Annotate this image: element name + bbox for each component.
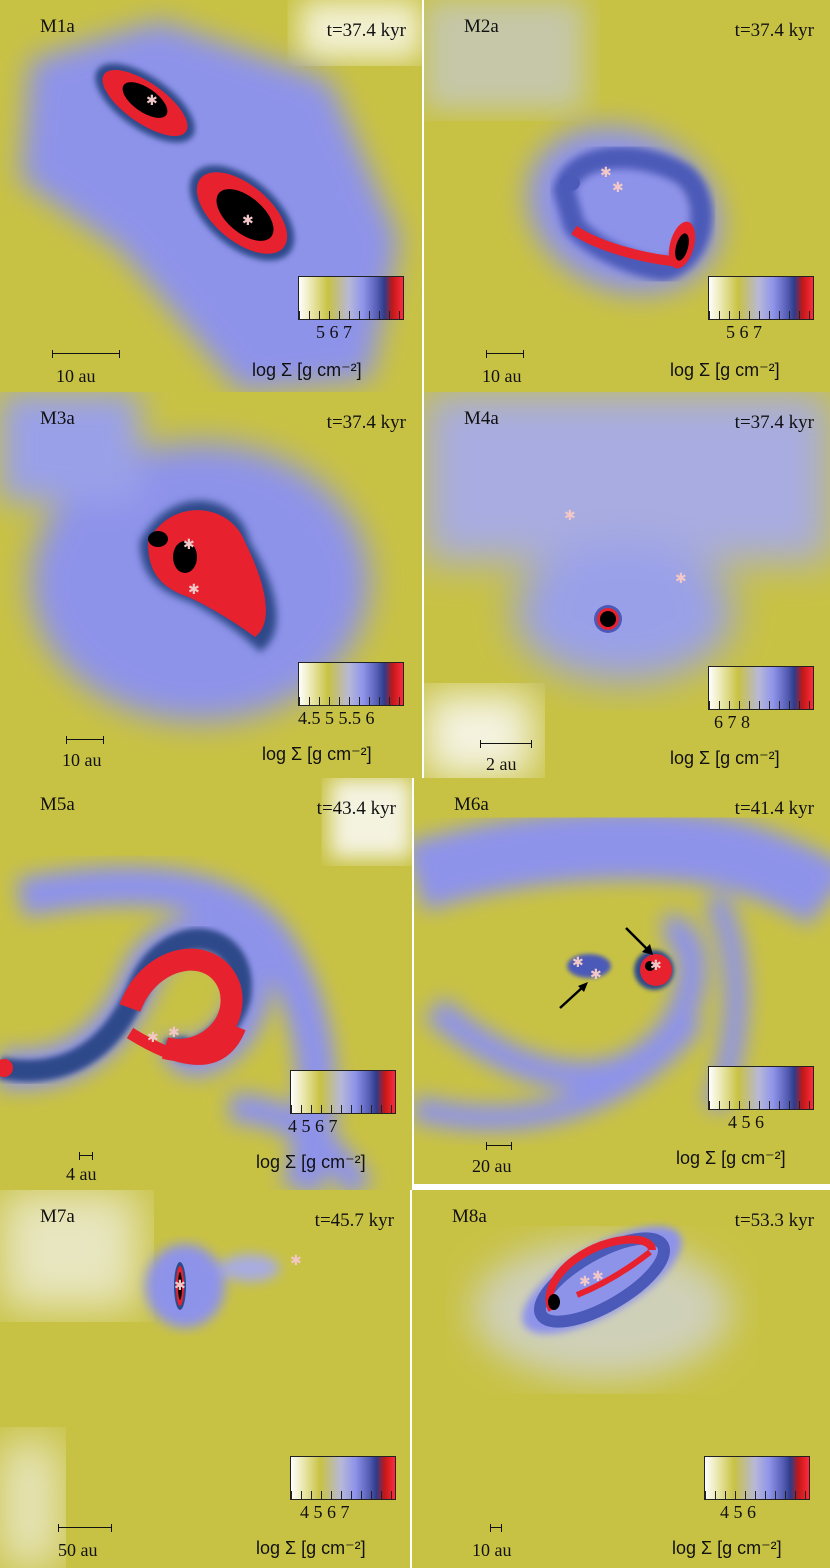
- star-icon: ✱: [183, 537, 195, 553]
- density-map: [0, 778, 412, 1190]
- scale-bar: [58, 1524, 112, 1532]
- scale-bar: [490, 1524, 502, 1532]
- star-icon: ✱: [675, 571, 687, 587]
- density-map: [0, 392, 422, 778]
- scale-label: 10 au: [472, 1540, 512, 1560]
- star-icon: ✱: [612, 180, 624, 196]
- colorbar-ticks: 4 5 6: [720, 1502, 756, 1522]
- star-icon: ✱: [650, 958, 662, 974]
- colorbar-ticks: 4.5 5 5.5 6: [298, 708, 375, 728]
- scale-label: 2 au: [486, 754, 517, 774]
- colorbar-title: log Σ [g cm⁻²]: [670, 748, 780, 768]
- panel-time: t=37.4 kyr: [734, 20, 814, 41]
- star-icon: ✱: [579, 1274, 591, 1290]
- panel-title: M6a: [454, 794, 489, 815]
- arrow-icon: [559, 982, 588, 1009]
- star-icon: ✱: [564, 508, 576, 524]
- scale-label: 20 au: [472, 1156, 512, 1176]
- panel-title: M1a: [40, 16, 75, 37]
- scale-bar: [66, 736, 104, 744]
- density-map: [0, 0, 422, 392]
- colorbar: [708, 666, 814, 710]
- star-icon: ✱: [600, 165, 612, 181]
- colorbar: [298, 276, 404, 320]
- density-map: [414, 778, 830, 1184]
- density-map: [412, 1190, 830, 1568]
- star-icon: ✱: [188, 582, 200, 598]
- colorbar: [290, 1456, 396, 1500]
- panel-m2a: ✱ ✱ M2a t=37.4 kyr 5 6 7 log Σ [g cm⁻²] …: [424, 0, 830, 392]
- panel-m6a: ✱ ✱ ✱ M6a t=41.4 kyr 4 5 6 log Σ [g cm⁻²…: [414, 778, 830, 1184]
- star-icon: ✱: [146, 93, 158, 109]
- colorbar: [708, 1066, 814, 1110]
- colorbar-title: log Σ [g cm⁻²]: [672, 1538, 782, 1558]
- colorbar-title: log Σ [g cm⁻²]: [676, 1148, 786, 1168]
- panel-m3a: ✱ ✱ M3a t=37.4 kyr 4.5 5 5.5 6 log Σ [g …: [0, 392, 422, 778]
- panel-time: t=45.7 kyr: [314, 1210, 394, 1231]
- panel-title: M2a: [464, 16, 499, 37]
- panel-title: M4a: [464, 408, 499, 429]
- scale-label: 50 au: [58, 1540, 98, 1560]
- scale-label: 4 au: [66, 1164, 97, 1184]
- colorbar-ticks: 4 5 6: [728, 1112, 764, 1132]
- colorbar-title: log Σ [g cm⁻²]: [256, 1152, 366, 1172]
- density-map: [424, 0, 830, 392]
- panel-time: t=37.4 kyr: [326, 412, 406, 433]
- scale-bar: [486, 350, 524, 358]
- scale-label: 10 au: [482, 366, 522, 386]
- density-map: [0, 1190, 410, 1568]
- arrow-icon: [625, 927, 653, 955]
- colorbar-title: log Σ [g cm⁻²]: [670, 360, 780, 380]
- star-icon: ✱: [174, 1278, 186, 1294]
- star-icon: ✱: [592, 1269, 604, 1285]
- panel-time: t=41.4 kyr: [734, 798, 814, 819]
- panel-title: M8a: [452, 1206, 487, 1227]
- panel-title: M5a: [40, 794, 75, 815]
- colorbar-ticks: 6 7 8: [714, 712, 750, 732]
- colorbar-title: log Σ [g cm⁻²]: [262, 744, 372, 764]
- star-icon: ✱: [168, 1025, 180, 1041]
- colorbar-title: log Σ [g cm⁻²]: [252, 360, 362, 380]
- scale-label: 10 au: [56, 366, 96, 386]
- scale-bar: [79, 1152, 93, 1160]
- star-icon: ✱: [242, 213, 254, 229]
- panel-m1a: ✱ ✱ M1a t=37.4 kyr 5 6 7 log Σ [g cm⁻²] …: [0, 0, 422, 392]
- panel-m4a: ✱ ✱ M4a t=37.4 kyr 6 7 8 log Σ [g cm⁻²] …: [424, 392, 830, 778]
- panel-title: M3a: [40, 408, 75, 429]
- density-map: [424, 392, 830, 778]
- star-icon: ✱: [572, 955, 584, 971]
- colorbar: [708, 276, 814, 320]
- scale-bar: [480, 740, 532, 748]
- panel-time: t=37.4 kyr: [326, 20, 406, 41]
- colorbar-title: log Σ [g cm⁻²]: [256, 1538, 366, 1558]
- star-icon: ✱: [147, 1030, 159, 1046]
- star-icon: ✱: [590, 967, 602, 983]
- colorbar-ticks: 4 5 6 7: [288, 1116, 338, 1136]
- panel-m8a: ✱ ✱ M8a t=53.3 kyr 4 5 6 log Σ [g cm⁻²] …: [412, 1190, 830, 1568]
- colorbar-ticks: 4 5 6 7: [300, 1502, 350, 1522]
- panel-time: t=53.3 kyr: [734, 1210, 814, 1231]
- scale-bar: [486, 1142, 512, 1150]
- colorbar: [704, 1456, 810, 1500]
- colorbar-ticks: 5 6 7: [316, 322, 352, 342]
- colorbar-ticks: 5 6 7: [726, 322, 762, 342]
- colorbar: [290, 1070, 396, 1114]
- panel-title: M7a: [40, 1206, 75, 1227]
- scale-bar: [52, 350, 120, 358]
- panel-m5a: ✱ ✱ M5a t=43.4 kyr 4 5 6 7 log Σ [g cm⁻²…: [0, 778, 412, 1190]
- star-icon: ✱: [290, 1253, 302, 1269]
- scale-label: 10 au: [62, 750, 102, 770]
- panel-time: t=43.4 kyr: [316, 798, 396, 819]
- panel-time: t=37.4 kyr: [734, 412, 814, 433]
- colorbar: [298, 662, 404, 706]
- panel-m7a: ✱ ✱ M7a t=45.7 kyr 4 5 6 7 log Σ [g cm⁻²…: [0, 1190, 410, 1568]
